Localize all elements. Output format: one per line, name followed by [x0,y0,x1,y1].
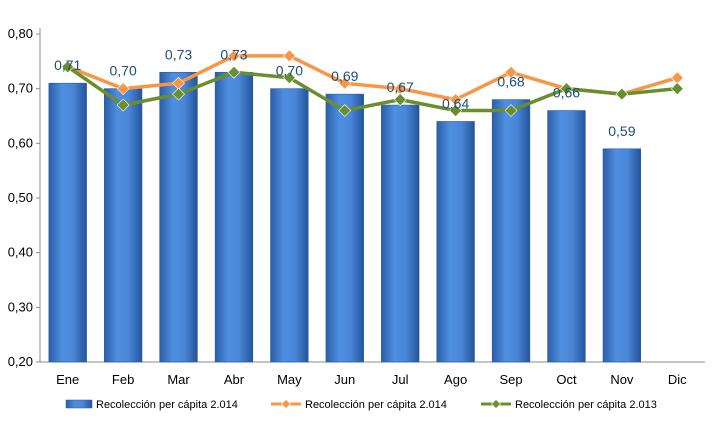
line-point [116,98,130,112]
legend-swatch [65,399,93,409]
legend-marker [491,399,501,409]
bar [214,71,254,363]
x-tick-label: May [277,372,302,387]
x-tick-label: Ene [56,372,79,387]
line-point [172,87,185,101]
legend-marker [281,399,291,409]
bar [491,99,531,363]
data-label: 0,70 [276,63,303,79]
bar [602,148,642,363]
data-labels: 0,71 0,70 0,73 0,73 0,70 0,69 0,67 0,64 0,68 0,66… [54,46,636,139]
y-tick-label: 0,70 [8,81,33,96]
legend-item: Recolección per cápita 2.014 [271,399,447,411]
x-tick-label: Ago [444,372,467,387]
line-point [504,104,518,117]
x-tick-label: Jul [392,372,409,387]
y-tick-label: 0,60 [8,135,33,150]
line-point [338,104,352,117]
bar [436,121,475,363]
y-tick-label: 0,40 [8,245,33,260]
axes: 0,20 0,30 0,40 0,50 0,60 0,70 0,80 Ene Feb Mar Abr… [8,26,705,387]
data-label: 0,64 [442,95,469,111]
x-tick-label: Nov [610,372,634,387]
bar [381,104,420,363]
y-tick-label: 0,50 [8,190,33,205]
data-label: 0,73 [165,46,192,62]
line-point [282,49,296,63]
bar [159,71,198,363]
data-label: 0,68 [497,74,524,90]
legend-label: Recolección per cápita 2.013 [515,399,657,411]
legend-item: Recolección per cápita 2.013 [481,399,657,411]
bar [325,93,364,363]
data-label: 0,66 [553,85,580,101]
y-tick-label: 0,30 [8,299,33,314]
line-point [227,65,241,79]
line-point [393,93,407,107]
line-point [449,104,463,117]
series-line [66,65,678,113]
legend-label: Recolección per cápita 2.014 [305,399,447,411]
x-tick-label: Sep [499,372,522,387]
legend-item: Recolección per cápita 2.014 [65,399,238,411]
line-series [61,49,684,117]
y-tick-label: 0,20 [8,354,33,369]
line-point [504,65,518,79]
line-point [61,60,75,74]
bar [48,82,87,363]
data-label: 0,71 [54,57,81,73]
line-point [560,82,573,96]
y-tick-label: 0,80 [8,26,33,41]
line-point [116,82,130,96]
bar [103,88,143,363]
bar [547,110,586,363]
x-tick-label: Mar [167,372,190,387]
line-point [282,71,296,85]
x-tick-label: Dic [668,372,687,387]
data-label: 0,73 [220,46,247,62]
legend: Recolección per cápita 2.014 Recolección … [65,399,657,411]
x-tick-label: Feb [112,372,134,387]
data-label: 0,67 [387,79,414,95]
legend-label: Recolección per cápita 2.014 [96,399,238,411]
line-point [227,49,241,63]
series-line [67,54,678,102]
line-point [615,87,629,101]
line-point [670,71,684,85]
bar-series [48,71,642,363]
data-label: 0,70 [110,63,137,79]
line-point [670,82,684,96]
line-point [338,76,352,90]
bar [270,88,309,363]
data-label: 0,59 [608,123,635,139]
x-tick-label: Jun [334,372,355,387]
data-label: 0,69 [331,68,358,84]
x-tick-label: Oct [556,372,577,387]
x-tick-label: Abr [224,372,245,387]
